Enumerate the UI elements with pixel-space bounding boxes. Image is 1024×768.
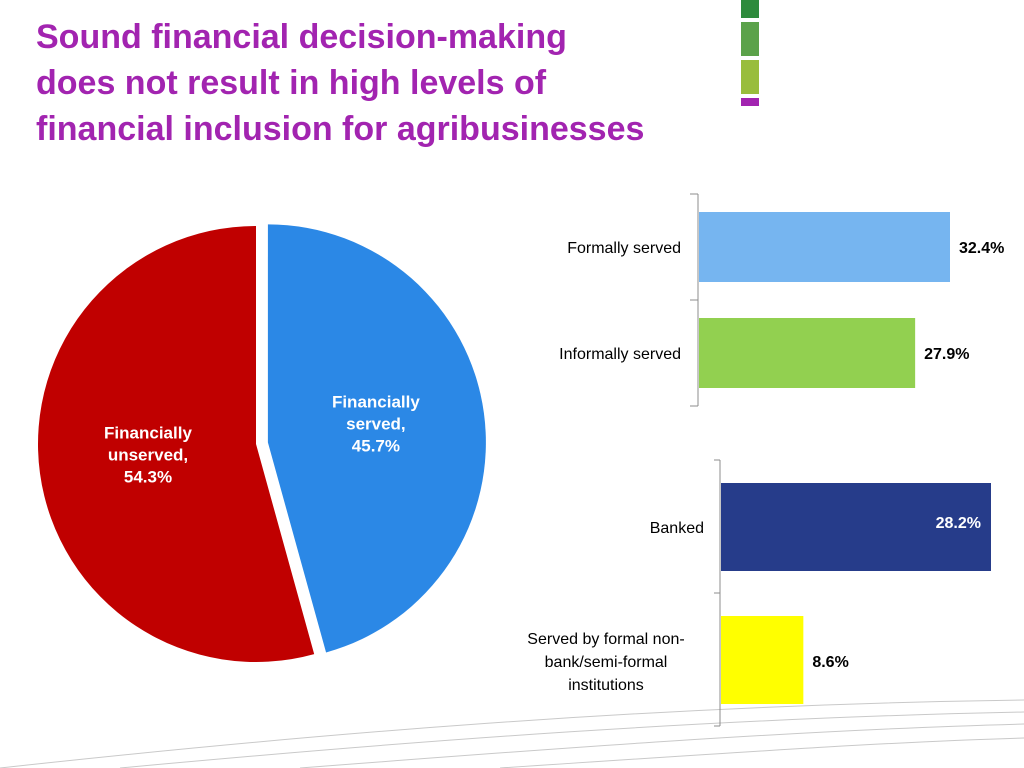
pie-label-unserved: Financially unserved, 54.3%	[104, 424, 192, 487]
bar-informally-served	[699, 318, 916, 388]
value-label-banked: 28.2%	[936, 515, 981, 532]
accent-bar-4	[741, 98, 759, 106]
slide-title: Sound financial decision-making does not…	[36, 14, 716, 152]
accent-bar-2	[741, 22, 759, 56]
bar2-axis	[714, 459, 721, 727]
bar-formal-non-bank	[721, 616, 804, 704]
value-label-formal-non-bank: 8.6%	[812, 654, 848, 671]
pie-slice-financially-unserved	[37, 226, 315, 663]
pie-slice-financially-served	[267, 224, 486, 653]
title-line: Sound financial decision-making	[36, 18, 567, 56]
bar-chart-service-type: Formally served Informally served 32.4% …	[559, 193, 1004, 407]
pie-label-served: Financially served, 45.7%	[332, 393, 420, 456]
title-line: financial inclusion for agribusinesses	[36, 110, 645, 148]
bar1-axis	[690, 193, 699, 407]
accent-bar-3	[741, 60, 759, 94]
category-label-banked: Banked	[650, 520, 704, 537]
category-label-informally-served: Informally served	[559, 346, 681, 363]
pie-chart: Financially served, 45.7% Financially unser…	[37, 224, 486, 663]
title-line: does not result in high levels of	[36, 64, 547, 102]
value-label-informally-served: 27.9%	[924, 346, 969, 363]
category-label-formal-non-bank: Served by formal non-bank/semi-formal ins…	[527, 631, 684, 694]
bar-formally-served	[699, 212, 950, 282]
bar-banked	[721, 483, 991, 571]
accent-bar-1	[741, 0, 759, 18]
value-label-formally-served: 32.4%	[959, 240, 1004, 257]
decorative-swoosh	[0, 699, 1024, 768]
bar-chart-institution-type: Banked Served by formal non-bank/semi-fo…	[527, 459, 991, 727]
category-label-formally-served: Formally served	[567, 240, 681, 257]
